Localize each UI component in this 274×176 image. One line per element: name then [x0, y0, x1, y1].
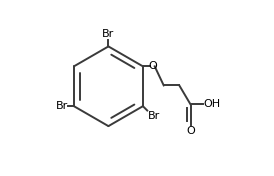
Text: Br: Br: [55, 101, 68, 111]
Text: Br: Br: [148, 111, 160, 121]
Text: OH: OH: [204, 99, 221, 109]
Text: O: O: [186, 126, 195, 136]
Text: Br: Br: [102, 30, 115, 39]
Text: O: O: [148, 61, 157, 71]
